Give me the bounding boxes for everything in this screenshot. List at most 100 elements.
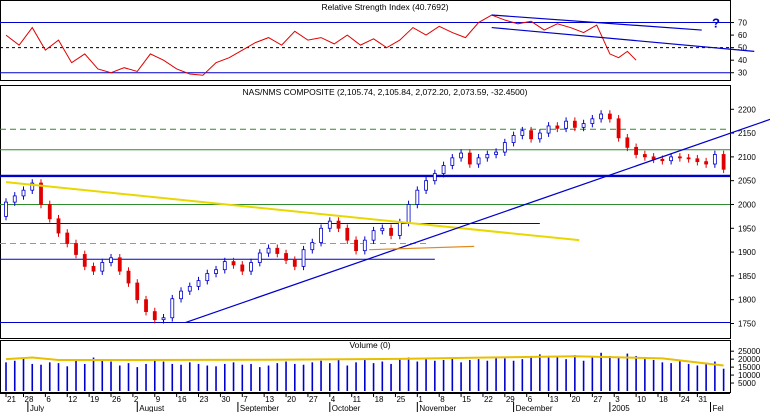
day-tick-label: 2: [134, 395, 139, 404]
day-tick-label: 12: [68, 395, 77, 404]
day-tick-label: 15: [462, 395, 471, 404]
day-tick-label: 31: [698, 395, 707, 404]
day-tick-label: 6: [528, 395, 533, 404]
day-tick-label: 4: [331, 395, 336, 404]
day-tick-label: 20: [571, 395, 580, 404]
candle-body: [607, 113, 612, 120]
1-tick-label: 1850: [738, 272, 756, 281]
volume-title: Volume (0): [349, 340, 390, 350]
candle-body: [459, 152, 463, 159]
candle-body: [712, 154, 717, 165]
1-tick-label: 1950: [738, 224, 756, 233]
day-tick-label: 7: [243, 395, 248, 404]
day-tick-label: 16: [178, 395, 187, 404]
day-tick-label: 10: [637, 395, 646, 404]
rsi-trendline: [491, 26, 755, 52]
candle-body: [336, 220, 341, 229]
candle-body: [266, 247, 271, 254]
candle-body: [240, 264, 245, 272]
candle-body: [380, 227, 385, 232]
2-tick-label: 5000: [738, 379, 756, 388]
2-tick-label: 15000: [738, 363, 761, 372]
candle-body: [625, 137, 630, 148]
candle-body: [371, 230, 376, 241]
day-tick-label: 19: [90, 395, 99, 404]
candle-body: [432, 173, 437, 182]
candle-body: [502, 142, 507, 153]
2-tick-label: 20000: [738, 355, 761, 364]
candle-body: [450, 157, 455, 166]
candle-body: [389, 227, 393, 236]
day-tick-label: 11: [353, 395, 362, 404]
candle-body: [170, 298, 175, 319]
rsi-frame: [0, 0, 731, 81]
candle-body: [721, 154, 726, 170]
candle-body: [555, 125, 560, 129]
month-label: Fel: [712, 404, 723, 412]
day-tick-label: 27: [593, 395, 602, 404]
price-trendline: [369, 245, 475, 251]
1-tick-label: 2000: [738, 200, 756, 209]
candle-body: [397, 222, 402, 236]
candle-body: [30, 182, 35, 191]
2-tick-label: 25000: [738, 347, 761, 356]
1-tick-label: 2150: [738, 129, 756, 138]
date-axis: 21 28 6 12 19 26 2 9 16 23 30 7 13 20 27 4 11 18 25 1 8 15 22 2…: [0, 393, 730, 412]
1-tick-label: 1800: [738, 296, 756, 305]
day-tick-label: 20: [287, 395, 296, 404]
volume-frame: [0, 340, 731, 393]
candle-body: [572, 120, 577, 128]
day-tick-label: 22: [484, 395, 493, 404]
candle-body: [520, 130, 525, 136]
month-label: August: [139, 404, 165, 412]
day-tick-label: 21: [7, 395, 16, 404]
candle-body: [345, 227, 350, 241]
month-label: October: [332, 404, 361, 412]
candle-body: [424, 180, 428, 191]
rsi-title: Relative Strength Index (40.7692): [321, 2, 448, 12]
candle-body: [249, 262, 253, 272]
candle-body: [284, 253, 288, 261]
day-tick-label: 29: [506, 395, 515, 404]
day-tick-label: 26: [112, 395, 121, 404]
candle-body: [485, 154, 490, 159]
day-tick-label: 28: [25, 395, 34, 404]
day-tick-label: 18: [659, 395, 668, 404]
1-tick-label: 2200: [738, 105, 756, 114]
day-tick-label: 30: [221, 395, 230, 404]
candle-body: [310, 242, 315, 251]
candle-body: [12, 195, 17, 203]
day-tick-label: 27: [309, 395, 318, 404]
candle-body: [126, 270, 131, 284]
month-label: December: [516, 404, 553, 412]
candle-body: [327, 220, 332, 229]
day-tick-label: 18: [375, 395, 384, 404]
day-tick-label: 13: [550, 395, 559, 404]
day-tick-label: 24: [681, 395, 690, 404]
price-panel: NAS/NMS COMPOSITE (2,105.74, 2,105.84, 2…: [0, 85, 770, 339]
candle-body: [704, 161, 709, 165]
day-tick-label: 9: [156, 395, 161, 404]
candle-body: [109, 257, 113, 263]
rsi-annotation: ?: [712, 16, 720, 31]
candle-body: [117, 257, 122, 272]
price-frame: [0, 85, 731, 339]
candle-body: [511, 135, 516, 144]
candle-body: [222, 261, 227, 271]
0-tick-label: 40: [738, 56, 747, 65]
candle-body: [292, 259, 297, 267]
rsi-panel: Relative Strength Index (40.7692) 70 60 50 4…: [0, 0, 755, 81]
1-tick-label: 1900: [738, 248, 756, 257]
candle-body: [546, 125, 551, 134]
candle-body: [275, 247, 280, 254]
candle-body: [100, 262, 105, 272]
candle-body: [179, 290, 183, 300]
candle-body: [599, 113, 604, 120]
month-label: November: [419, 404, 456, 412]
candle-body: [467, 152, 472, 165]
day-tick-label: 1: [418, 395, 423, 404]
2-tick-label: 10000: [738, 371, 761, 380]
candle-body: [257, 252, 262, 263]
